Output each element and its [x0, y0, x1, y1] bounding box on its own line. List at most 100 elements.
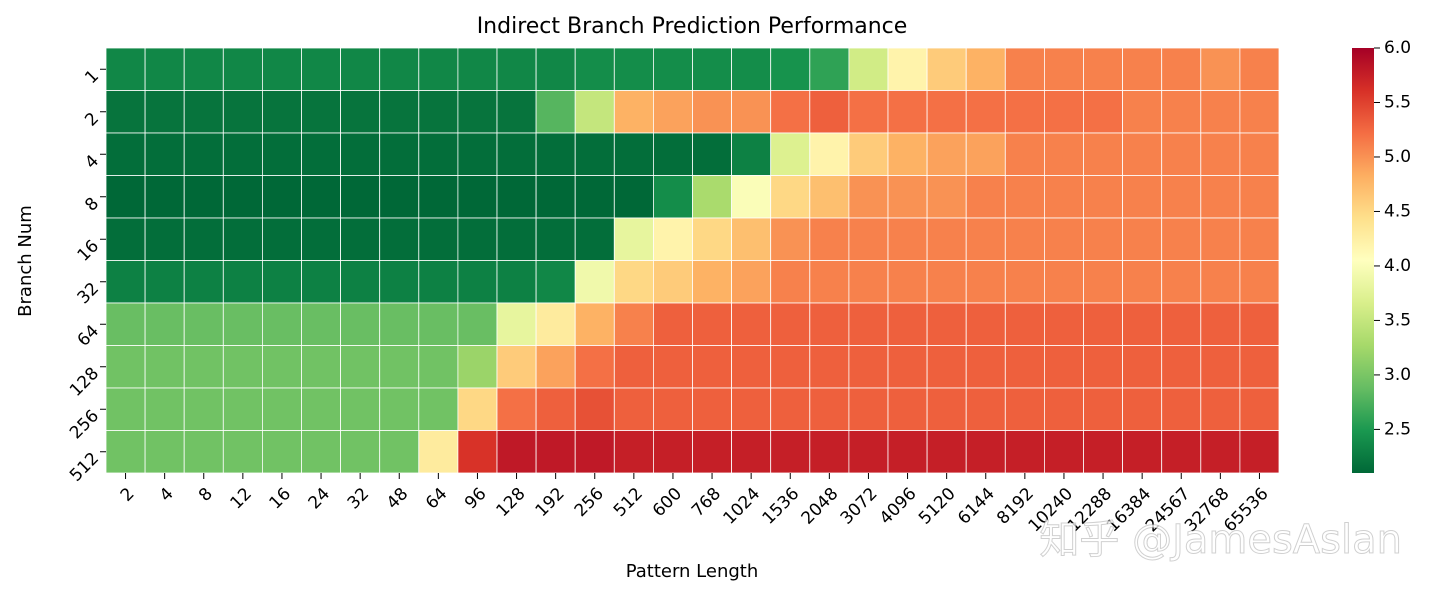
- heatmap-cell: [731, 387, 772, 431]
- heatmap-cell: [692, 430, 732, 474]
- heatmap-cell: [1044, 302, 1084, 346]
- heatmap-cell: [1239, 47, 1280, 91]
- x-tick-label: 192: [532, 484, 569, 521]
- heatmap-cell: [535, 387, 576, 431]
- heatmap-cell: [1044, 132, 1084, 176]
- heatmap-cell: [183, 217, 224, 261]
- x-tick-label: 256: [571, 484, 608, 521]
- heatmap-cell: [1044, 90, 1084, 134]
- heatmap-cell: [379, 47, 420, 91]
- x-tick-label: 64: [422, 484, 451, 513]
- heatmap-cell: [418, 175, 459, 219]
- heatmap-cell: [105, 430, 146, 474]
- heatmap-cell: [1004, 302, 1045, 346]
- heatmap-cell: [418, 260, 459, 304]
- x-tick-label: 96: [461, 484, 490, 513]
- heatmap-cell: [301, 302, 341, 346]
- heatmap-cell: [770, 260, 811, 304]
- heatmap-cell: [418, 217, 459, 261]
- heatmap-cell: [1004, 260, 1045, 304]
- heatmap-cell: [261, 387, 302, 431]
- heatmap-cell: [887, 345, 928, 389]
- heatmap-cell: [105, 90, 146, 134]
- heatmap-cell: [496, 90, 537, 134]
- heatmap-cell: [613, 90, 654, 134]
- heatmap-cell: [496, 302, 537, 346]
- heatmap-cell: [457, 387, 498, 431]
- heatmap-cell: [496, 345, 537, 389]
- heatmap-cell: [692, 302, 732, 346]
- heatmap-cell: [809, 302, 850, 346]
- heatmap-cell: [613, 175, 654, 219]
- heatmap-cell: [183, 175, 224, 219]
- heatmap-cell: [965, 132, 1006, 176]
- heatmap-cell: [222, 260, 263, 304]
- heatmap-cell: [1200, 302, 1241, 346]
- heatmap-cell: [731, 217, 772, 261]
- heatmap-cell: [1200, 387, 1241, 431]
- heatmap-cell: [301, 217, 341, 261]
- heatmap-cell: [301, 430, 341, 474]
- heatmap-cell: [144, 345, 185, 389]
- heatmap-cell: [1044, 387, 1084, 431]
- heatmap-cell: [692, 175, 732, 219]
- y-tick-label: 8: [81, 194, 103, 216]
- heatmap-cell: [613, 260, 654, 304]
- heatmap-cell: [613, 387, 654, 431]
- heatmap-cell: [496, 47, 537, 91]
- x-tick-label: 48: [383, 484, 412, 513]
- heatmap-cell: [1161, 430, 1202, 474]
- heatmap-cell: [222, 47, 263, 91]
- heatmap-cell: [261, 302, 302, 346]
- heatmap-cell: [965, 302, 1006, 346]
- heatmap-cell: [418, 345, 459, 389]
- heatmap-cell: [340, 47, 381, 91]
- heatmap-cell: [183, 345, 224, 389]
- x-tick-label: 512: [610, 484, 647, 521]
- heatmap-cell: [965, 217, 1006, 261]
- heatmap-cell: [653, 47, 693, 91]
- x-tick-label: 1024: [719, 484, 764, 529]
- colorbar-tick-label: 2.5: [1384, 419, 1411, 439]
- heatmap-cell: [613, 302, 654, 346]
- heatmap-cell: [144, 217, 185, 261]
- y-tick-label: 16: [74, 236, 103, 265]
- heatmap-cell: [770, 132, 811, 176]
- heatmap-cell: [535, 217, 576, 261]
- heatmap-cell: [1161, 217, 1202, 261]
- heatmap-cell: [731, 260, 772, 304]
- heatmap-cell: [144, 260, 185, 304]
- heatmap-cell: [222, 90, 263, 134]
- heatmap-cell: [222, 345, 263, 389]
- heatmap-cell: [848, 430, 889, 474]
- heatmap-cell: [1083, 387, 1123, 431]
- heatmap-cell: [887, 387, 928, 431]
- heatmap-cell: [653, 430, 693, 474]
- heatmap-cell: [1004, 90, 1045, 134]
- heatmap-cell: [1044, 260, 1084, 304]
- heatmap-cell: [1004, 47, 1045, 91]
- heatmap-cell: [1122, 260, 1163, 304]
- colorbar: [1352, 48, 1374, 473]
- heatmap-cell: [457, 132, 498, 176]
- heatmap-cell: [105, 260, 146, 304]
- heatmap-cell: [1239, 217, 1280, 261]
- heatmap-cell: [809, 90, 850, 134]
- heatmap-cell: [1200, 47, 1241, 91]
- heatmap-cell: [1004, 175, 1045, 219]
- heatmap-cell: [653, 90, 693, 134]
- heatmap-cell: [261, 345, 302, 389]
- heatmap-cell: [457, 90, 498, 134]
- heatmap-cell: [496, 217, 537, 261]
- heatmap-cell: [1200, 260, 1241, 304]
- heatmap-cell: [496, 132, 537, 176]
- heatmap-cell: [731, 430, 772, 474]
- heatmap-cell: [887, 90, 928, 134]
- heatmap-cell: [731, 345, 772, 389]
- heatmap-cell: [340, 387, 381, 431]
- heatmap-cell: [653, 260, 693, 304]
- heatmap-cell: [340, 430, 381, 474]
- heatmap-cell: [848, 132, 889, 176]
- watermark: 知乎 @JamesAslan: [1039, 517, 1402, 563]
- x-tick-label: 24: [305, 484, 334, 513]
